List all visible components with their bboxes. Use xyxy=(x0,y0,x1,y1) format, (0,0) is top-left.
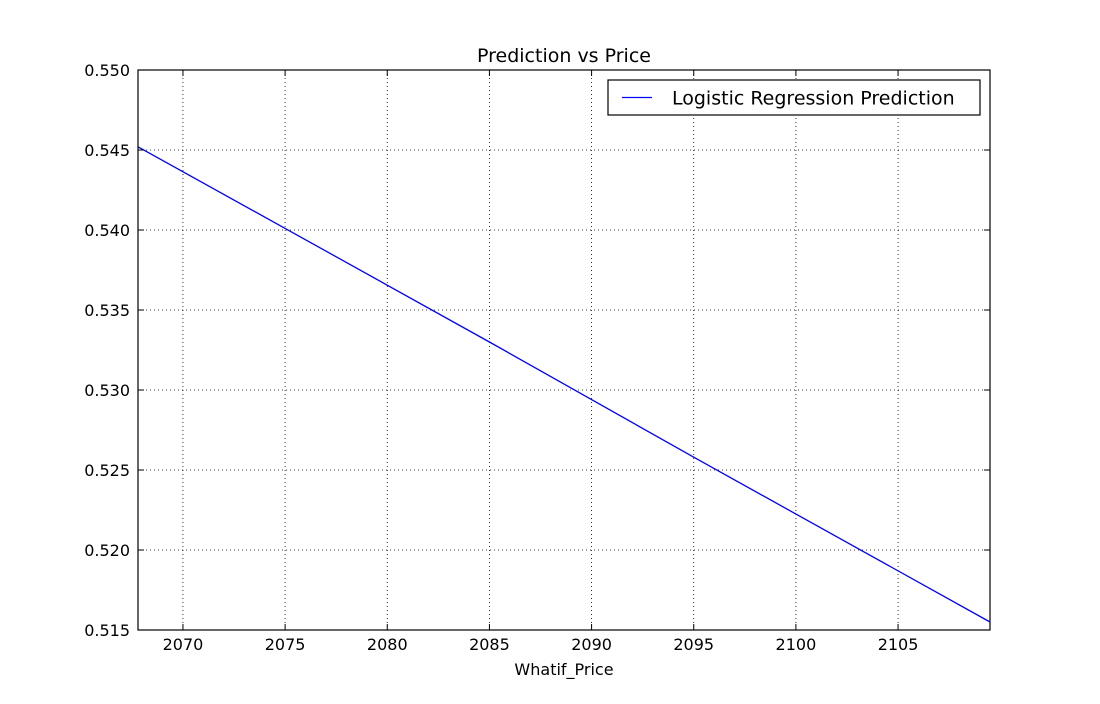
x-tick-label: 2080 xyxy=(367,635,408,654)
y-tick-label: 0.530 xyxy=(84,381,130,400)
y-tick-label: 0.550 xyxy=(84,61,130,80)
y-axis-ticks: 0.515 0.520 0.525 0.530 0.535 0.540 0.545 0.550 xyxy=(84,61,990,640)
y-tick-label: 0.525 xyxy=(84,461,130,480)
y-tick-label: 0.515 xyxy=(84,621,130,640)
y-tick-label: 0.520 xyxy=(84,541,130,560)
y-tick-label: 0.545 xyxy=(84,141,130,160)
legend-label: Logistic Regression Prediction xyxy=(672,88,955,110)
x-tick-label: 2085 xyxy=(469,635,510,654)
chart-title: Prediction vs Price xyxy=(477,45,651,67)
x-axis-label: Whatif_Price xyxy=(514,660,613,680)
x-tick-label: 2090 xyxy=(571,635,612,654)
x-tick-label: 2075 xyxy=(265,635,306,654)
series-line xyxy=(137,146,991,623)
plot-frame xyxy=(137,69,991,631)
legend: Logistic Regression Prediction xyxy=(607,79,981,116)
legend-box xyxy=(607,79,981,116)
x-tick-label: 2070 xyxy=(163,635,204,654)
y-tick-label: 0.535 xyxy=(84,301,130,320)
x-tick-label: 2100 xyxy=(776,635,817,654)
series-layer xyxy=(137,146,991,623)
grid-lines xyxy=(138,69,990,631)
x-tick-label: 2095 xyxy=(673,635,714,654)
x-tick-label: 2105 xyxy=(878,635,919,654)
y-tick-label: 0.540 xyxy=(84,221,130,240)
x-axis-ticks: 2070 2075 2080 2085 2090 2095 2100 2105 xyxy=(163,70,919,654)
